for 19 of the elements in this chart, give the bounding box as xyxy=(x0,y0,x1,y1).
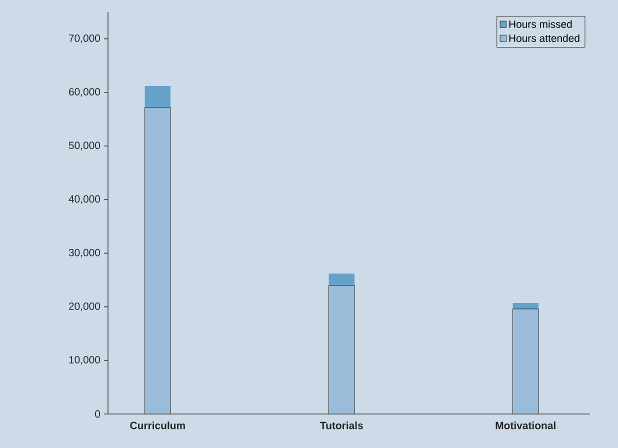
y-tick-label: 60,000 xyxy=(69,88,100,97)
bar xyxy=(144,107,171,414)
bar xyxy=(512,308,539,414)
legend-label: Hours missed xyxy=(509,20,572,28)
y-tick-label: 40,000 xyxy=(68,195,100,204)
y-tick-label: 70,000 xyxy=(69,34,100,44)
x-tick-label: Tutorials xyxy=(320,422,363,430)
x-tick-label: Curriculum xyxy=(130,422,185,430)
bar xyxy=(144,86,171,108)
y-tick-label: 0 xyxy=(95,410,100,418)
y-tick-label: 50,000 xyxy=(68,142,100,150)
y-tick-label: 30,000 xyxy=(68,248,100,258)
legend-label: Hours attended xyxy=(509,34,580,42)
x-tick-label: Motivational xyxy=(496,422,556,430)
bar xyxy=(328,274,355,286)
y-tick-label: 10,000 xyxy=(69,356,100,365)
bar xyxy=(328,285,355,414)
y-tick-label: 20,000 xyxy=(69,302,100,312)
bar xyxy=(512,303,538,309)
